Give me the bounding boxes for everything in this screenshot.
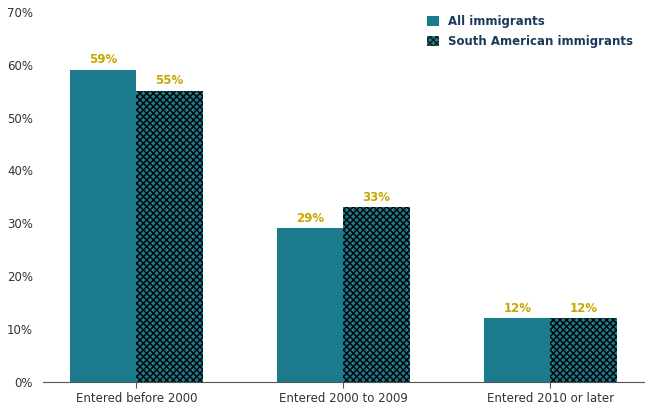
Text: 33%: 33% <box>363 191 391 204</box>
Text: 59%: 59% <box>89 53 117 66</box>
Bar <box>343 207 409 382</box>
Bar <box>484 318 551 382</box>
Text: 12%: 12% <box>570 302 598 315</box>
Text: 12%: 12% <box>503 302 531 315</box>
Bar <box>551 318 616 382</box>
Text: 29%: 29% <box>296 212 324 225</box>
Bar <box>70 70 136 382</box>
Bar <box>277 229 343 382</box>
Bar <box>136 91 202 382</box>
Text: 55%: 55% <box>156 75 184 87</box>
Legend: All immigrants, South American immigrants: All immigrants, South American immigrant… <box>422 10 638 53</box>
